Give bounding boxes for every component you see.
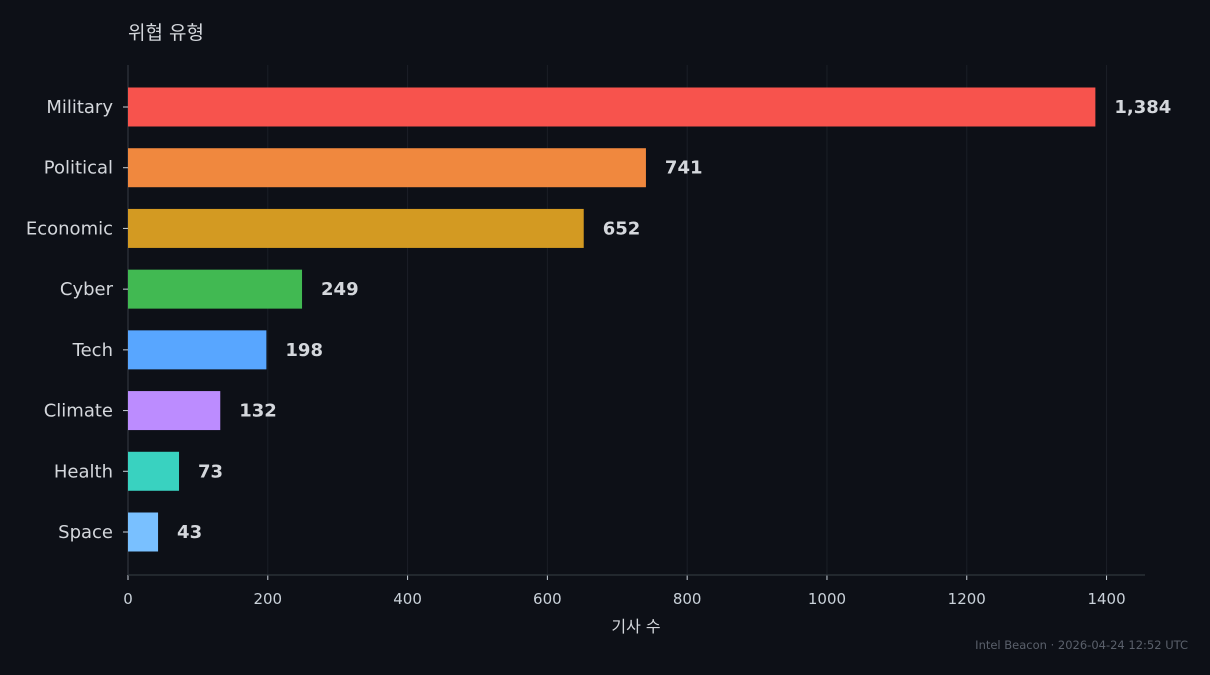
bar-health <box>128 451 180 491</box>
bar-economic <box>128 208 584 248</box>
x-tick-label: 0 <box>123 590 133 608</box>
category-label: Economic <box>26 218 113 239</box>
label-layer: Military 1,384 Political 741 Economic 652 Cybe… <box>26 97 1171 543</box>
category-label: Space <box>58 522 113 543</box>
bar-political <box>128 148 646 188</box>
axis-layer: 0 200 400 600 800 1000 1200 1400 <box>123 65 1145 608</box>
category-label: Tech <box>72 340 113 361</box>
footer-timestamp: Intel Beacon · 2026-04-24 12:52 UTC <box>975 638 1188 652</box>
x-tick-label: 1000 <box>808 590 846 608</box>
x-axis-title: 기사 수 <box>611 617 660 636</box>
bar-tech <box>128 330 267 370</box>
category-label: Political <box>44 158 113 179</box>
category-label: Cyber <box>60 279 114 300</box>
value-label: 249 <box>321 279 359 300</box>
category-label: Climate <box>44 401 113 422</box>
value-label: 741 <box>665 158 703 179</box>
x-tick-label: 200 <box>253 590 282 608</box>
x-tick-label: 600 <box>533 590 562 608</box>
x-tick-label: 1400 <box>1087 590 1125 608</box>
category-label: Military <box>46 97 113 118</box>
bar-layer <box>128 87 1096 552</box>
bar-military <box>128 87 1096 127</box>
bar-cyber <box>128 269 303 309</box>
chart-title: 위협 유형 <box>128 22 204 44</box>
value-label: 73 <box>198 461 223 482</box>
x-tick-label: 1200 <box>948 590 986 608</box>
x-tick-label: 800 <box>673 590 702 608</box>
value-label: 652 <box>603 218 641 239</box>
grid-layer <box>267 65 1108 575</box>
bar-climate <box>128 391 221 431</box>
value-label: 198 <box>285 340 323 361</box>
category-label: Health <box>54 461 113 482</box>
value-label: 1,384 <box>1114 97 1171 118</box>
value-label: 132 <box>239 401 277 422</box>
bar-space <box>128 512 159 552</box>
x-tick-label: 400 <box>393 590 422 608</box>
value-label: 43 <box>177 522 202 543</box>
